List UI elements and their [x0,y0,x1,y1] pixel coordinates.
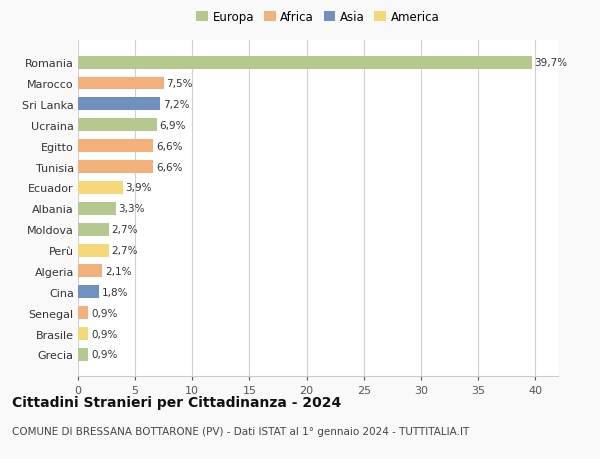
Text: 2,7%: 2,7% [112,246,138,256]
Bar [78,348,88,361]
Text: 6,6%: 6,6% [156,141,183,151]
Bar [78,119,157,132]
Text: 3,3%: 3,3% [119,204,145,214]
Text: 2,1%: 2,1% [105,266,131,276]
Bar [78,78,164,90]
Text: 0,9%: 0,9% [91,329,118,339]
Bar [78,327,88,340]
Bar [78,285,98,299]
Bar [78,265,102,278]
Text: 3,9%: 3,9% [125,183,152,193]
Text: 0,9%: 0,9% [91,350,118,360]
Text: 2,7%: 2,7% [112,225,138,235]
Text: 6,6%: 6,6% [156,162,183,172]
Text: 6,9%: 6,9% [160,121,186,130]
Text: 39,7%: 39,7% [535,58,568,68]
Bar [78,182,122,195]
Bar [78,161,154,174]
Bar [78,307,88,319]
Text: 1,8%: 1,8% [101,287,128,297]
Text: Cittadini Stranieri per Cittadinanza - 2024: Cittadini Stranieri per Cittadinanza - 2… [12,395,341,409]
Legend: Europa, Africa, Asia, America: Europa, Africa, Asia, America [194,9,442,26]
Bar [78,140,154,153]
Bar [78,223,109,236]
Text: 0,9%: 0,9% [91,308,118,318]
Bar [78,98,160,111]
Bar [78,202,116,215]
Bar [78,244,109,257]
Text: 7,5%: 7,5% [167,79,193,89]
Text: 7,2%: 7,2% [163,100,190,110]
Text: COMUNE DI BRESSANA BOTTARONE (PV) - Dati ISTAT al 1° gennaio 2024 - TUTTITALIA.I: COMUNE DI BRESSANA BOTTARONE (PV) - Dati… [12,426,469,436]
Bar [78,56,532,69]
